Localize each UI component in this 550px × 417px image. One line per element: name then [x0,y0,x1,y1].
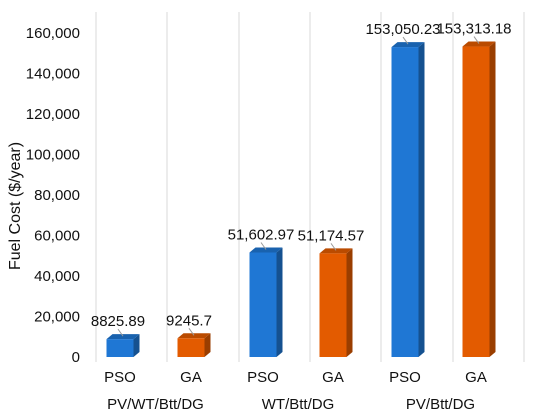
bar-top [319,248,353,254]
bar-top [391,42,425,48]
data-label: 153,313.18 [436,21,511,38]
bar-front [249,252,277,357]
data-labels: 8825.89 9245.7 51,602.97 51,174.57 153,050.2… [91,21,512,337]
data-label-leader [188,327,195,336]
bar-top [249,247,283,253]
bar-front [462,46,490,358]
data-label: 51,174.57 [298,227,365,244]
data-label: 153,050.23 [365,21,440,38]
x-category-label: GA [322,369,344,386]
bar-PV/Btt/DG-PSO [391,42,425,358]
y-tick-label: 160,000 [26,25,80,42]
data-label: 9245.7 [166,312,212,329]
y-axis: 0 20,000 40,000 60,000 80,000 100,000 120,000 1… [26,25,80,366]
data-label-leader [473,36,480,44]
y-tick-label: 140,000 [26,66,80,83]
bar-front [391,47,419,358]
data-label: 51,602.97 [228,227,295,244]
x-category-label: GA [180,369,202,386]
bar-side [276,247,283,357]
data-label-leader [260,242,267,250]
y-tick-label: 60,000 [34,228,80,245]
y-tick-label: 120,000 [26,106,80,123]
bar-side [133,334,140,357]
data-label-leader [402,36,409,45]
bar-front [319,253,347,357]
x-category-label: PSO [247,369,279,386]
y-tick-label: 100,000 [26,147,80,164]
x-axis: PSO GA PV/WT/Btt/DG PSO GA WT/Btt/DG PSO GA PV/B… [104,369,487,413]
data-label-leader [117,328,124,337]
bar-PV/WT/Btt/DG-PSO [106,334,140,357]
bar-top [177,333,211,339]
bar-top [462,41,496,47]
bar-WT/Btt/DG-GA [319,248,353,357]
x-group-label: WT/Btt/DG [262,396,335,413]
bar-front [177,338,205,357]
bar-PV/WT/Btt/DG-GA [177,333,211,357]
y-tick-label: 20,000 [34,309,80,326]
bar-front [106,339,134,357]
bar-side [204,333,211,357]
y-tick-label: 0 [72,349,80,366]
y-tick-label: 40,000 [34,268,80,285]
bars [106,41,496,358]
gridlines [95,12,525,362]
x-group-label: PV/WT/Btt/DG [107,396,204,413]
x-category-label: PSO [104,369,136,386]
x-category-label: GA [465,369,487,386]
y-tick-label: 80,000 [34,187,80,204]
y-axis-title: Fuel Cost ($/year) [7,142,24,270]
bar-WT/Btt/DG-PSO [249,247,283,357]
bar-side [418,42,425,358]
bar-side [489,41,496,358]
bar-side [346,248,353,357]
data-label-leader [330,243,337,251]
bar-PV/Btt/DG-GA [462,41,496,358]
data-label: 8825.89 [91,313,145,330]
bar-top [106,334,140,340]
x-category-label: PSO [389,369,421,386]
x-group-label: PV/Btt/DG [406,396,475,413]
